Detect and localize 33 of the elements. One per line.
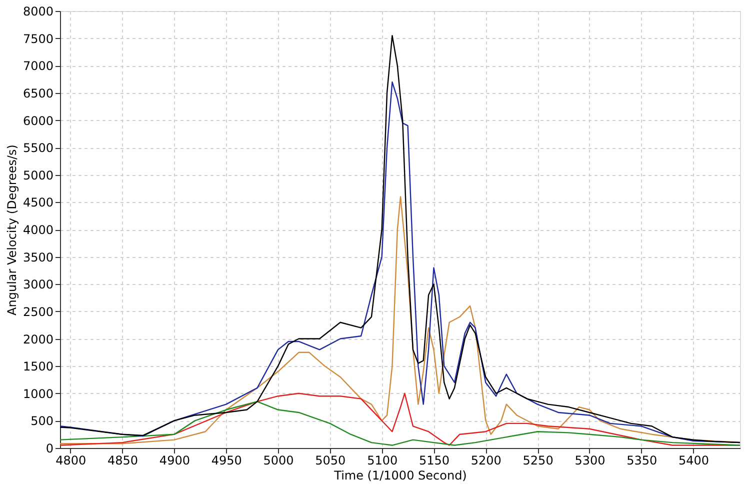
y-tick-label: 3000 xyxy=(22,278,54,292)
y-tick-label: 6500 xyxy=(22,86,54,100)
x-axis-title: Time (1/1000 Second) xyxy=(333,468,467,482)
y-tick-label: 4500 xyxy=(22,196,54,210)
x-tick-label: 5050 xyxy=(315,454,346,468)
x-tick-label: 4850 xyxy=(108,454,138,468)
y-tick-label: 500 xyxy=(30,414,54,428)
y-tick-label: 0 xyxy=(46,442,54,456)
y-tick-label: 1000 xyxy=(22,386,54,401)
x-tick-label: 5150 xyxy=(418,454,450,468)
x-tick-label: 4950 xyxy=(211,454,242,468)
y-tick-label: 3500 xyxy=(22,250,54,264)
x-tick-label: 5300 xyxy=(574,454,606,468)
x-tick-label: 5350 xyxy=(626,454,658,468)
y-tick-label: 7500 xyxy=(22,32,54,46)
x-tick-label: 5000 xyxy=(263,454,294,468)
y-tick-label: 4000 xyxy=(22,223,54,237)
x-tick-label: 5200 xyxy=(470,454,502,468)
y-tick-label: 7000 xyxy=(22,59,54,74)
y-tick-label: 8000 xyxy=(22,4,54,18)
x-tick-label: 5400 xyxy=(678,454,710,468)
x-tick-label: 4800 xyxy=(56,454,86,468)
y-tick-label: 5000 xyxy=(22,168,54,182)
line-series xyxy=(60,196,740,444)
y-tick-label: 2500 xyxy=(22,304,54,319)
y-tick-label: 6000 xyxy=(22,114,54,128)
y-axis-title: Angular Velocity (Degrees/s) xyxy=(4,144,19,316)
x-tick-label: 4900 xyxy=(159,454,190,468)
x-tick-label: 5100 xyxy=(367,454,398,468)
y-tick-label: 2000 xyxy=(22,332,54,346)
x-tick-label: 5250 xyxy=(522,454,554,468)
y-tick-label: 5500 xyxy=(22,141,54,156)
y-tick-label: 1500 xyxy=(22,360,54,374)
